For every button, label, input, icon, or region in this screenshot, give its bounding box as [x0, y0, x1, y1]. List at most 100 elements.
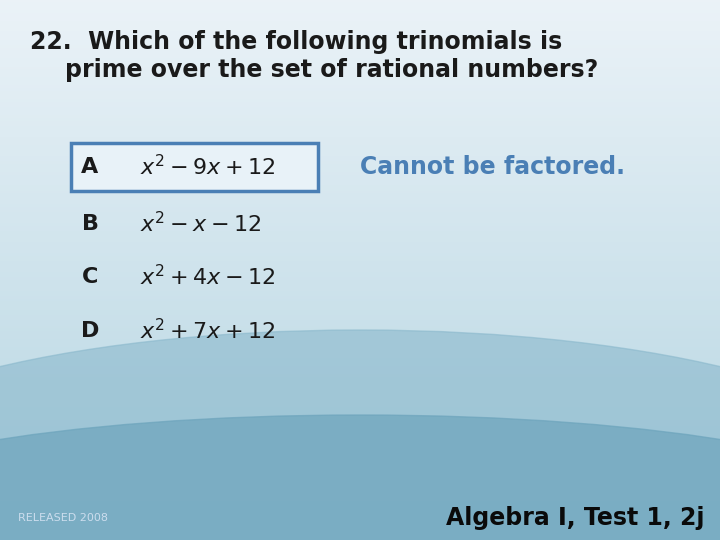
- Bar: [0, 397, 720, 400]
- Bar: [0, 446, 720, 448]
- Text: 22.  Which of the following trinomials is: 22. Which of the following trinomials is: [30, 30, 562, 54]
- Bar: [0, 462, 720, 464]
- Bar: [0, 232, 720, 235]
- Bar: [0, 197, 720, 200]
- Bar: [0, 437, 720, 440]
- Bar: [0, 219, 720, 221]
- Bar: [0, 200, 720, 202]
- Bar: [0, 246, 720, 248]
- Bar: [0, 19, 720, 22]
- Bar: [0, 481, 720, 483]
- Bar: [0, 135, 720, 138]
- Bar: [0, 373, 720, 375]
- Text: Cannot be factored.: Cannot be factored.: [360, 155, 625, 179]
- Bar: [0, 381, 720, 383]
- Bar: [0, 427, 720, 429]
- Bar: [0, 364, 720, 367]
- Bar: [0, 537, 720, 540]
- Bar: [0, 532, 720, 535]
- Bar: [0, 181, 720, 184]
- Bar: [0, 500, 720, 502]
- Bar: [0, 262, 720, 265]
- Bar: [0, 278, 720, 281]
- Bar: [0, 78, 720, 81]
- Bar: [0, 535, 720, 537]
- Bar: [0, 132, 720, 135]
- Bar: [0, 46, 720, 49]
- Bar: [0, 405, 720, 408]
- Bar: [0, 286, 720, 289]
- Bar: [0, 105, 720, 108]
- Bar: [0, 327, 720, 329]
- Bar: [0, 111, 720, 113]
- Bar: [0, 213, 720, 216]
- Bar: [0, 470, 720, 472]
- Bar: [0, 300, 720, 302]
- Bar: [0, 486, 720, 489]
- Bar: [0, 518, 720, 521]
- Bar: [0, 16, 720, 19]
- Bar: [0, 489, 720, 491]
- Bar: [0, 138, 720, 140]
- Bar: [0, 478, 720, 481]
- Bar: [0, 248, 720, 251]
- Bar: [0, 140, 720, 143]
- Bar: [0, 343, 720, 346]
- Bar: [0, 467, 720, 470]
- Bar: [0, 491, 720, 494]
- Bar: [0, 57, 720, 59]
- Bar: [0, 159, 720, 162]
- Bar: [0, 186, 720, 189]
- Text: RELEASED 2008: RELEASED 2008: [18, 513, 108, 523]
- Bar: [0, 84, 720, 86]
- Bar: [0, 316, 720, 319]
- Bar: [0, 240, 720, 243]
- Bar: [0, 100, 720, 103]
- Bar: [0, 68, 720, 70]
- Bar: [0, 389, 720, 392]
- Text: A: A: [81, 157, 99, 177]
- Bar: [0, 113, 720, 116]
- Bar: [0, 270, 720, 273]
- Bar: [0, 243, 720, 246]
- Bar: [0, 475, 720, 478]
- Bar: [0, 211, 720, 213]
- Bar: [0, 418, 720, 421]
- Text: $x^2 + 4x - 12$: $x^2 + 4x - 12$: [140, 265, 275, 289]
- Bar: [0, 151, 720, 154]
- Bar: [0, 443, 720, 445]
- Bar: [0, 354, 720, 356]
- Bar: [0, 392, 720, 394]
- Bar: [0, 302, 720, 305]
- Bar: [0, 386, 720, 389]
- Bar: [0, 305, 720, 308]
- Bar: [0, 0, 720, 3]
- Bar: [0, 51, 720, 54]
- Bar: [0, 8, 720, 11]
- Bar: [0, 424, 720, 427]
- Bar: [0, 284, 720, 286]
- Bar: [0, 224, 720, 227]
- Bar: [0, 497, 720, 500]
- Bar: [0, 205, 720, 208]
- Bar: [0, 308, 720, 310]
- Bar: [0, 251, 720, 254]
- Bar: [0, 400, 720, 402]
- Bar: [0, 146, 720, 148]
- Bar: [0, 370, 720, 373]
- Bar: [0, 157, 720, 159]
- Bar: [0, 416, 720, 418]
- Bar: [0, 235, 720, 238]
- Bar: [0, 119, 720, 122]
- Bar: [0, 472, 720, 475]
- Bar: [0, 378, 720, 381]
- Bar: [0, 176, 720, 178]
- Bar: [0, 516, 720, 518]
- Bar: [0, 254, 720, 256]
- Bar: [0, 27, 720, 30]
- Bar: [0, 464, 720, 467]
- Bar: [0, 230, 720, 232]
- Bar: [0, 332, 720, 335]
- Text: $x^2 + 7x + 12$: $x^2 + 7x + 12$: [140, 319, 275, 343]
- Bar: [0, 526, 720, 529]
